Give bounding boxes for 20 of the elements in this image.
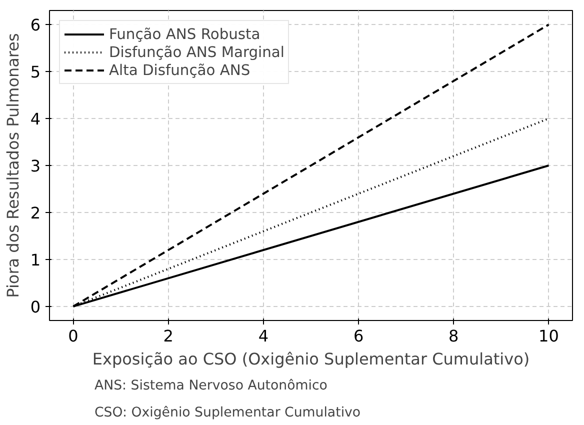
y-tick-label: 5: [30, 62, 41, 82]
x-tick-label: 2: [163, 326, 174, 346]
legend-label: Função ANS Robusta: [109, 25, 260, 43]
x-tick-label: 4: [258, 326, 269, 346]
y-tick-label: 0: [30, 297, 41, 316]
y-tick-label: 1: [30, 250, 41, 270]
y-tick-label: 2: [30, 203, 41, 222]
y-tick-label: 3: [30, 156, 41, 176]
y-axis-title: Piora dos Resultados Pulmonares: [3, 33, 22, 298]
x-tick-label: 10: [538, 326, 559, 346]
x-tick-label: 6: [353, 326, 364, 346]
text: ANS: Sistema Nervoso Autonômico: [94, 378, 328, 394]
text: CSO: Oxigênio Suplementar Cumulativo: [94, 406, 361, 420]
x-tick-label: 8: [448, 326, 459, 346]
x-tick-label: 0: [68, 326, 78, 346]
legend-label: Disfunção ANS Marginal: [109, 43, 284, 61]
y-tick-label: 6: [30, 16, 41, 35]
x-axis-title: Exposição ao CSO (Oxigênio Suplementar Cumulativo): [92, 350, 530, 368]
y-tick-label: 4: [30, 110, 41, 129]
legend-label: Alta Disfunção ANS: [109, 61, 250, 79]
